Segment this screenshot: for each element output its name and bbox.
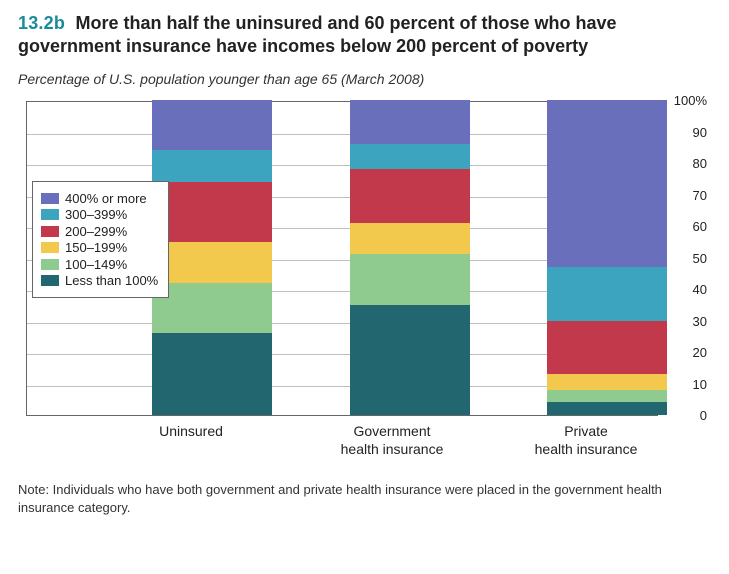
- bar-segment: [152, 333, 272, 415]
- bar-segment: [350, 144, 470, 169]
- figure-heading: 13.2b More than half the uninsured and 6…: [18, 12, 711, 57]
- figure-subtitle: Percentage of U.S. population younger th…: [18, 71, 711, 87]
- legend-item: 100–149%: [41, 257, 158, 272]
- bar-segment: [152, 283, 272, 333]
- bar-segment: [350, 169, 470, 223]
- y-tick-label: 50: [693, 251, 707, 266]
- legend-label: Less than 100%: [65, 273, 158, 288]
- legend-swatch: [41, 242, 59, 253]
- legend-label: 150–199%: [65, 240, 127, 255]
- legend-item: 200–299%: [41, 224, 158, 239]
- legend-label: 100–149%: [65, 257, 127, 272]
- figure-title: More than half the uninsured and 60 perc…: [18, 13, 617, 56]
- bar-column: [152, 100, 272, 415]
- x-axis-label: Uninsured: [111, 423, 271, 441]
- legend-label: 300–399%: [65, 207, 127, 222]
- y-tick-label: 100%: [674, 93, 707, 108]
- legend: 400% or more300–399% 200–299%150–199% 100–…: [32, 181, 169, 298]
- legend-item: Less than 100%: [41, 273, 158, 288]
- legend-label: 400% or more: [65, 191, 147, 206]
- bar-segment: [350, 305, 470, 415]
- bar-segment: [152, 242, 272, 283]
- x-axis-label: Privatehealth insurance: [506, 423, 666, 458]
- bar-segment: [547, 374, 667, 390]
- bar-segment: [152, 182, 272, 242]
- bar-segment: [350, 223, 470, 255]
- y-tick-label: 20: [693, 345, 707, 360]
- bar-column: [547, 100, 667, 415]
- bar-segment: [350, 254, 470, 304]
- legend-swatch: [41, 226, 59, 237]
- y-tick-label: 70: [693, 188, 707, 203]
- bar-column: [350, 100, 470, 415]
- y-tick-label: 10: [693, 377, 707, 392]
- legend-swatch: [41, 275, 59, 286]
- y-tick-label: 30: [693, 314, 707, 329]
- bar-segment: [350, 100, 470, 144]
- bar-segment: [547, 390, 667, 403]
- legend-swatch: [41, 259, 59, 270]
- legend-item: 400% or more: [41, 191, 158, 206]
- chart-area: 0 10 20 30 40 50 60 70 80 90 100% Uninsured Governm…: [18, 95, 711, 465]
- bar-segment: [547, 267, 667, 321]
- y-tick-label: 80: [693, 156, 707, 171]
- bar-segment: [547, 402, 667, 415]
- bar-segment: [547, 100, 667, 267]
- bar-segment: [152, 150, 272, 182]
- y-axis: 0102030405060708090100%: [663, 101, 711, 416]
- legend-item: 300–399%: [41, 207, 158, 222]
- bar-segment: [152, 100, 272, 150]
- y-tick-label: 90: [693, 125, 707, 140]
- legend-swatch: [41, 209, 59, 220]
- figure-note: Note: Individuals who have both governme…: [18, 481, 711, 516]
- figure-number: 13.2b: [18, 13, 65, 33]
- legend-label: 200–299%: [65, 224, 127, 239]
- y-tick-label: 60: [693, 219, 707, 234]
- legend-item: 150–199%: [41, 240, 158, 255]
- y-tick-label: 40: [693, 282, 707, 297]
- x-axis-label: Governmenthealth insurance: [312, 423, 472, 458]
- y-tick-label: 0: [700, 408, 707, 423]
- legend-swatch: [41, 193, 59, 204]
- bar-segment: [547, 321, 667, 375]
